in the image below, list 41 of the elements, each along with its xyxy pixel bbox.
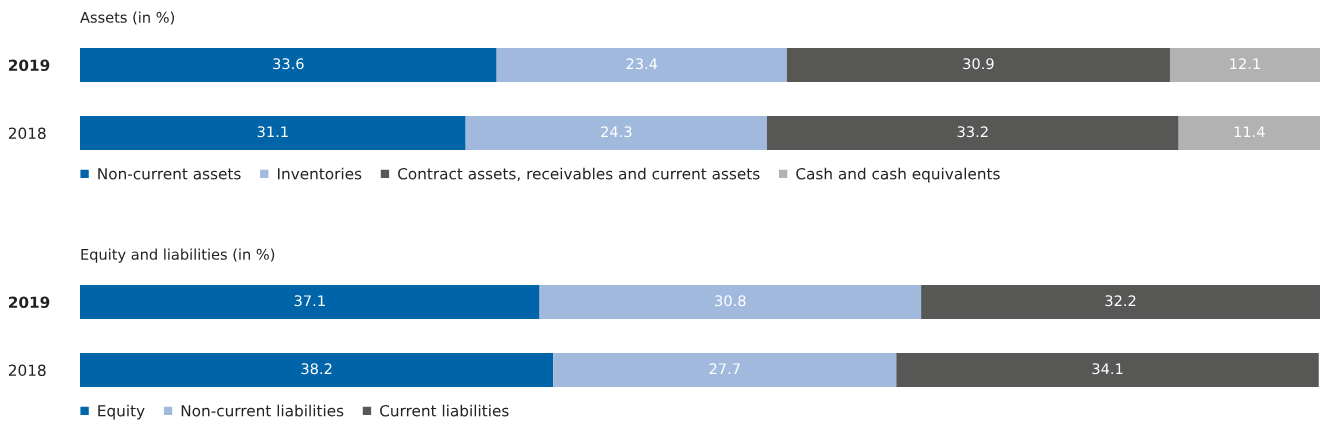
data-label: 38.2	[301, 363, 332, 375]
bar	[80, 353, 554, 387]
legend-label: Cash and cash equivalents	[796, 167, 1000, 183]
chart-title: Equity and liabilities (in %)	[81, 248, 275, 263]
bar	[921, 285, 1320, 319]
data-label: 31.1	[257, 126, 288, 138]
bar	[80, 116, 466, 150]
data-label: 30.8	[715, 295, 746, 307]
y-tick-label: 2019	[8, 59, 50, 72]
chart-title: Assets (in %)	[80, 11, 175, 25]
bar	[1169, 48, 1320, 82]
y-tick-label: 2018	[8, 364, 46, 377]
data-label: 12.1	[1230, 58, 1260, 70]
legend-label: Non-current assets	[98, 168, 241, 180]
data-label: 37.1	[294, 295, 325, 307]
data-label: 34.1	[1092, 363, 1123, 375]
data-label: 23.4	[626, 58, 658, 70]
data-label: 27.7	[709, 363, 740, 375]
bar	[539, 285, 922, 319]
bar	[553, 353, 897, 387]
data-label: 11.4	[1234, 126, 1265, 138]
data-label: 24.3	[601, 126, 632, 138]
bar	[80, 48, 497, 82]
legend-label: Equity	[98, 404, 145, 420]
legend-label: Inventories	[278, 167, 362, 180]
data-label: 33.6	[273, 58, 304, 70]
data-label: 32.2	[1105, 295, 1136, 307]
bar	[896, 353, 1319, 387]
bar	[786, 48, 1170, 82]
y-tick-label: 2019	[8, 296, 50, 309]
bar	[766, 116, 1179, 150]
bar	[1178, 116, 1320, 150]
bar	[465, 116, 767, 150]
data-label: 33.2	[957, 126, 988, 138]
legend-label: Current liabilities	[380, 404, 509, 417]
data-label: 30.9	[963, 58, 994, 70]
bar	[80, 285, 540, 319]
legend-label: Contract assets, receivables and current assets	[398, 167, 760, 182]
bar	[496, 48, 787, 82]
legend-label: Non-current liabilities	[181, 404, 344, 417]
y-tick-label: 2018	[8, 127, 46, 140]
